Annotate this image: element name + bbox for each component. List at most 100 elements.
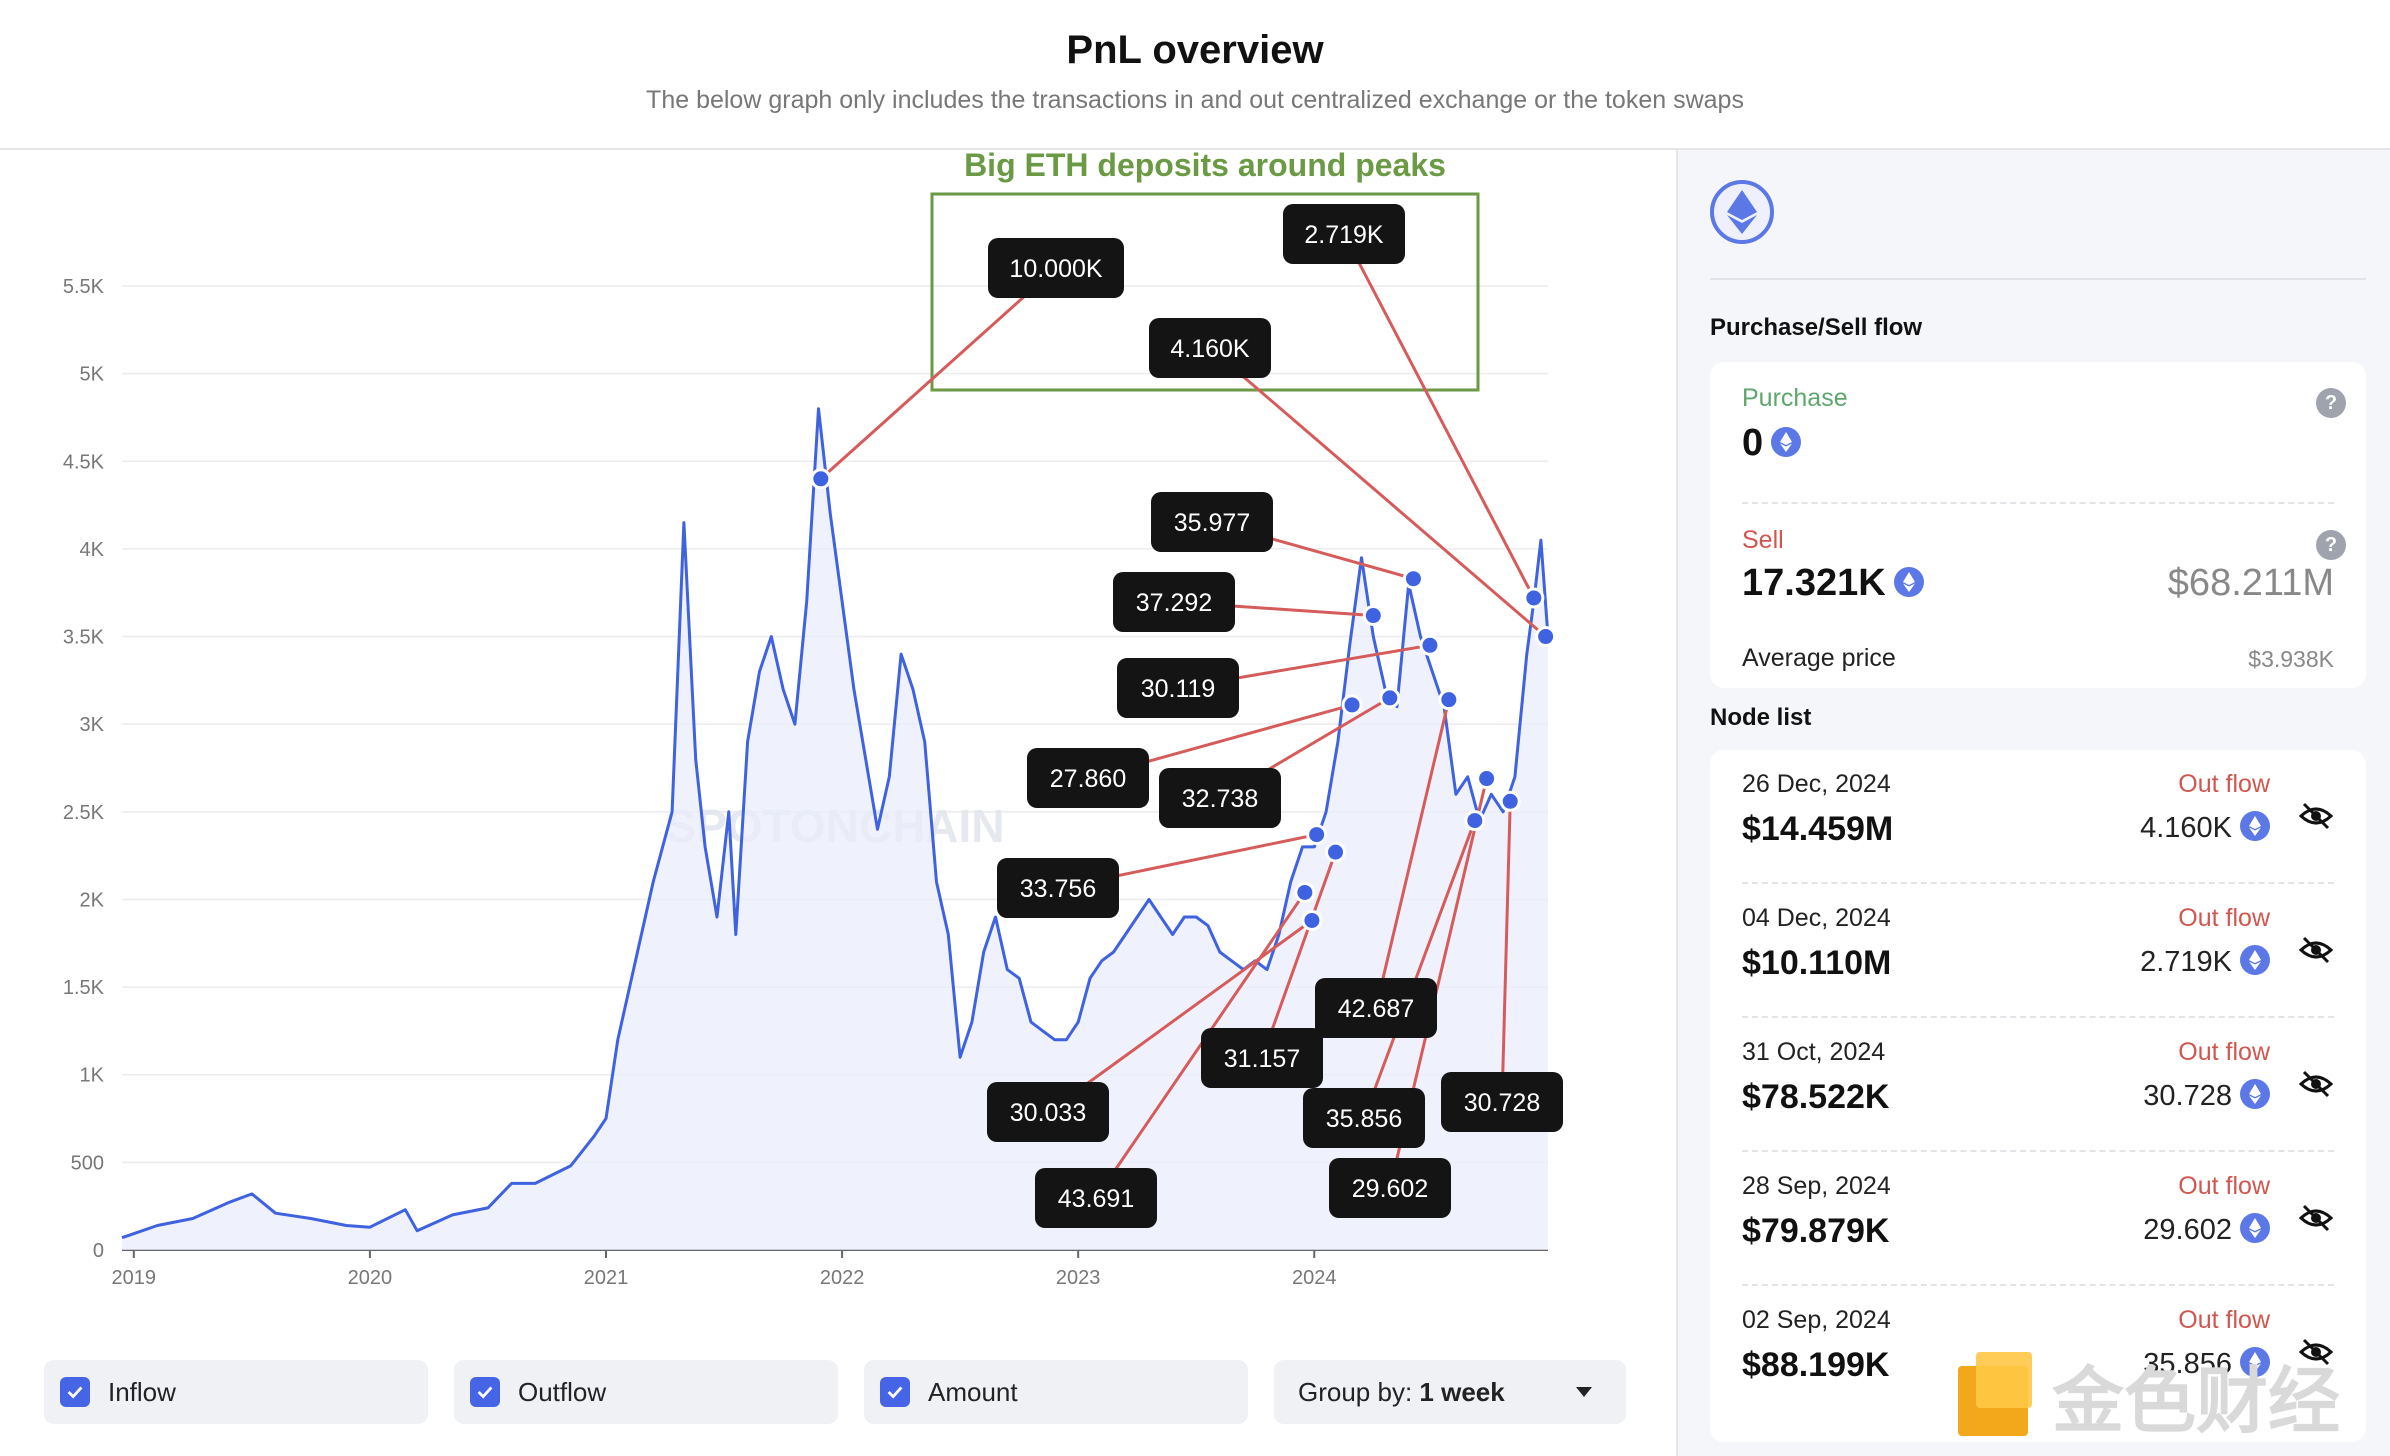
list-item[interactable]: 26 Dec, 2024 $14.459M Out flow 4.160K bbox=[1742, 750, 2334, 884]
marker-label-bg bbox=[987, 1082, 1109, 1142]
y-tick-label: 2.5K bbox=[63, 802, 105, 824]
chart-labels: 10.000K 2.719K 4.160K 35.977 37.292 30.119 27.… bbox=[987, 204, 1563, 1228]
card-divider bbox=[1742, 502, 2334, 504]
node-amount: $79.879K bbox=[1742, 1212, 1890, 1250]
annotation-box bbox=[930, 192, 1480, 392]
eth-small-icon bbox=[2240, 810, 2270, 841]
node-flow: Out flow bbox=[2178, 1306, 2270, 1334]
callout-line bbox=[1500, 801, 1512, 1103]
deposit-marker bbox=[1523, 587, 1545, 609]
group-by-select[interactable]: Group by: 1 week bbox=[1274, 1360, 1626, 1424]
marker-label: 37.292 bbox=[1136, 589, 1212, 617]
help-icon[interactable]: ? bbox=[2316, 388, 2346, 418]
inflow-toggle[interactable]: Inflow bbox=[44, 1360, 428, 1424]
list-divider bbox=[1742, 1016, 2334, 1018]
help-icon[interactable]: ? bbox=[2316, 530, 2346, 560]
purchase-sell-card: Purchase ? 0 Sell ? 17.321K $68.211M Ave… bbox=[1710, 362, 2366, 688]
marker-label-bg bbox=[1149, 318, 1271, 378]
marker-label-bg bbox=[1201, 1028, 1323, 1088]
eye-off-icon[interactable] bbox=[2298, 1066, 2334, 1102]
node-qty: 4.160K bbox=[2140, 810, 2270, 845]
ethereum-icon bbox=[1710, 180, 1774, 244]
marker-label: 31.157 bbox=[1224, 1045, 1300, 1073]
node-flow: Out flow bbox=[2178, 1038, 2270, 1066]
chart-markers bbox=[810, 468, 1557, 931]
x-tick-label: 2021 bbox=[584, 1267, 629, 1289]
callout-line bbox=[819, 266, 1058, 480]
sidebar: Purchase/Sell flow Purchase ? 0 Sell ? 1… bbox=[1678, 150, 2390, 1456]
node-flow: Out flow bbox=[2178, 1172, 2270, 1200]
checkbox-checked-icon[interactable] bbox=[470, 1377, 500, 1407]
eye-off-icon[interactable] bbox=[2298, 1200, 2334, 1236]
node-list: 26 Dec, 2024 $14.459M Out flow 4.160K 04… bbox=[1710, 750, 2366, 1442]
marker-label-bg bbox=[1035, 1168, 1157, 1228]
group-by-prefix: Group by: bbox=[1298, 1376, 1413, 1407]
node-date: 02 Sep, 2024 bbox=[1742, 1306, 1891, 1334]
list-divider bbox=[1742, 1150, 2334, 1152]
list-item[interactable]: 02 Sep, 2024 $88.199K Out flow 35.856 bbox=[1742, 1286, 2334, 1420]
eye-off-icon[interactable] bbox=[2298, 798, 2334, 834]
deposit-marker bbox=[1325, 841, 1347, 863]
list-item[interactable]: 28 Sep, 2024 $79.879K Out flow 29.602 bbox=[1742, 1152, 2334, 1286]
marker-label-bg bbox=[997, 858, 1119, 918]
y-tick-label: 4K bbox=[80, 539, 105, 561]
x-tick-label: 2023 bbox=[1056, 1267, 1101, 1289]
outflow-toggle[interactable]: Outflow bbox=[454, 1360, 838, 1424]
marker-label-bg bbox=[1441, 1072, 1563, 1132]
node-date: 04 Dec, 2024 bbox=[1742, 904, 1891, 932]
marker-label-bg bbox=[1027, 748, 1149, 808]
callout-line bbox=[1047, 919, 1313, 1114]
node-amount: $88.199K bbox=[1742, 1346, 1890, 1384]
callout-line bbox=[1094, 891, 1307, 1199]
node-list-title: Node list bbox=[1710, 704, 1812, 731]
list-item[interactable]: 31 Oct, 2024 $78.522K Out flow 30.728 bbox=[1742, 1018, 2334, 1152]
purchase-label: Purchase bbox=[1742, 384, 1848, 412]
x-axis-ticks: 2019 2020 2021 2022 2023 2024 bbox=[112, 1250, 1337, 1289]
sidebar-separator bbox=[1710, 278, 2366, 280]
y-tick-label: 500 bbox=[71, 1152, 104, 1174]
y-axis-ticks: 0 500 1K 1.5K 2K 2.5K 3K 3.5K 4K 4.5K 5K 5.5K bbox=[63, 276, 105, 1262]
node-amount: $10.110M bbox=[1742, 944, 1892, 982]
list-divider bbox=[1742, 1284, 2334, 1286]
amount-toggle[interactable]: Amount bbox=[864, 1360, 1248, 1424]
callout-line bbox=[1342, 233, 1536, 599]
node-date: 28 Sep, 2024 bbox=[1742, 1172, 1891, 1200]
deposit-marker bbox=[1402, 568, 1424, 590]
x-tick-label: 2019 bbox=[112, 1267, 157, 1289]
node-qty: 35.856 bbox=[2143, 1346, 2270, 1381]
purchase-sell-title: Purchase/Sell flow bbox=[1710, 314, 1923, 341]
marker-label-bg bbox=[1151, 492, 1273, 552]
corner-watermark-text: 金色财经 bbox=[2051, 1359, 2340, 1443]
x-tick-label: 2024 bbox=[1292, 1267, 1337, 1289]
page-header: PnL overview The below graph only includ… bbox=[0, 0, 2390, 150]
x-tick-label: 2022 bbox=[820, 1267, 865, 1289]
list-item[interactable]: 04 Dec, 2024 $10.110M Out flow 2.719K bbox=[1742, 884, 2334, 1018]
eye-off-icon[interactable] bbox=[2298, 932, 2334, 968]
marker-label: 4.160K bbox=[1170, 335, 1250, 363]
callout-line bbox=[1260, 851, 1337, 1059]
caret-down-icon bbox=[1576, 1387, 1592, 1397]
marker-label-bg bbox=[1283, 204, 1405, 264]
node-amount: $78.522K bbox=[1742, 1078, 1890, 1116]
y-tick-label: 3.5K bbox=[63, 627, 105, 649]
marker-label-bg bbox=[1113, 572, 1235, 632]
checkbox-checked-icon[interactable] bbox=[880, 1377, 910, 1407]
y-tick-label: 5.5K bbox=[63, 276, 105, 298]
marker-label: 32.738 bbox=[1182, 785, 1258, 813]
marker-label: 43.691 bbox=[1058, 1185, 1134, 1213]
node-qty: 29.602 bbox=[2143, 1212, 2270, 1247]
page-title: PnL overview bbox=[1066, 28, 1324, 72]
marker-label: 30.119 bbox=[1141, 675, 1216, 703]
eth-small-icon bbox=[2240, 1078, 2270, 1109]
checkbox-checked-icon[interactable] bbox=[60, 1377, 90, 1407]
marker-label: 10.000K bbox=[1009, 255, 1102, 283]
eye-off-icon[interactable] bbox=[2298, 1334, 2334, 1370]
marker-label-bg bbox=[1303, 1088, 1425, 1148]
marker-label: 33.756 bbox=[1020, 875, 1096, 903]
eth-small-icon bbox=[2240, 1346, 2270, 1377]
marker-label: 30.033 bbox=[1010, 1099, 1086, 1127]
marker-label: 42.687 bbox=[1338, 995, 1414, 1023]
average-price-label: Average price bbox=[1742, 644, 1896, 672]
series-area bbox=[122, 408, 1548, 1250]
